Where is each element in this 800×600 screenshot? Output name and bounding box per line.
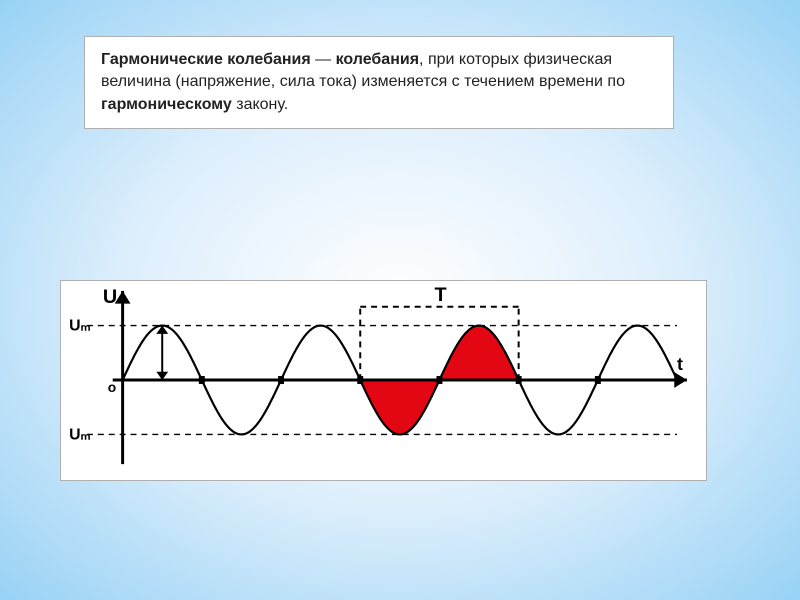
x-axis-tick bbox=[595, 376, 601, 384]
definition-text: Гармонические колебания — колебания, при… bbox=[101, 49, 657, 116]
definition-fragment: закону. bbox=[232, 96, 288, 113]
x-axis-arrow bbox=[674, 372, 687, 388]
definition-box: Гармонические колебания — колебания, при… bbox=[84, 36, 674, 129]
x-axis-tick bbox=[436, 376, 442, 384]
period-label: T bbox=[434, 284, 446, 306]
y-axis-label: U bbox=[103, 286, 117, 308]
definition-fragment: — bbox=[311, 51, 336, 68]
x-axis-tick bbox=[278, 376, 284, 384]
diagram-svg: T Ut o Uₘ Uₘ bbox=[61, 281, 706, 480]
um-upper-label: Uₘ bbox=[69, 318, 90, 335]
origin-label: o bbox=[108, 379, 116, 395]
harmonic-oscillation-diagram: T Ut o Uₘ Uₘ bbox=[60, 280, 707, 481]
definition-bold-fragment: колебания bbox=[336, 51, 419, 68]
x-axis-tick bbox=[199, 376, 205, 384]
definition-bold-fragment: Гармонические колебания bbox=[101, 51, 311, 68]
x-axis-label: t bbox=[677, 354, 683, 374]
um-lower-label: Uₘ bbox=[69, 426, 90, 443]
definition-bold-fragment: гармоническому bbox=[101, 96, 232, 113]
